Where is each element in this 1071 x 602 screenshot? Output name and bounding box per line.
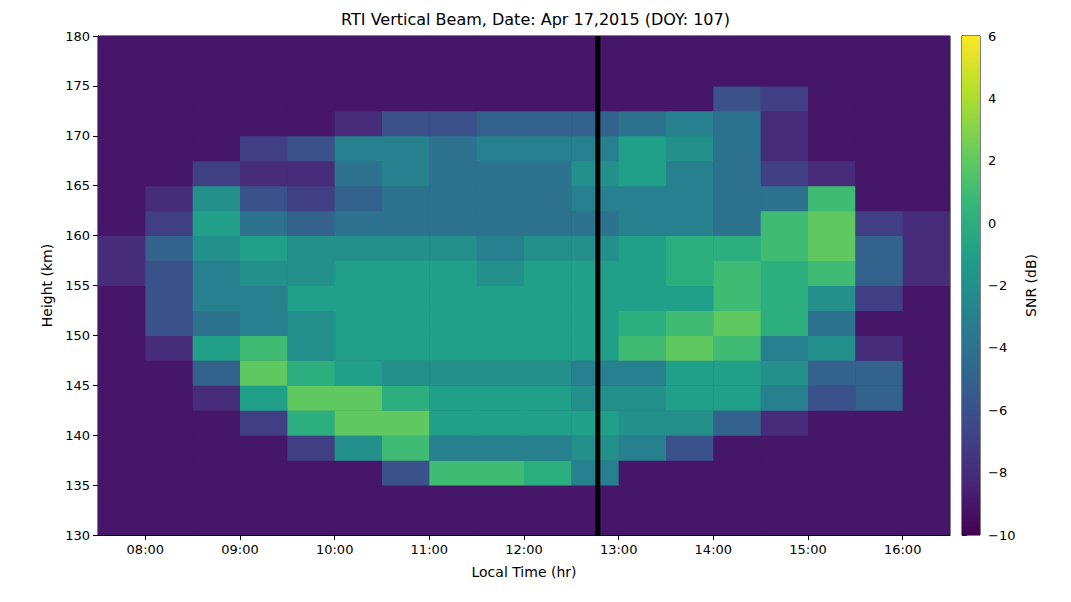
svg-text:150: 150 [65,328,90,343]
svg-text:16:00: 16:00 [884,542,921,557]
svg-text:−6: −6 [988,403,1007,418]
svg-text:165: 165 [65,178,90,193]
svg-text:Height (km): Height (km) [39,244,55,327]
svg-text:135: 135 [65,478,90,493]
svg-text:6: 6 [988,29,996,44]
svg-text:140: 140 [65,428,90,443]
svg-text:180: 180 [65,29,90,44]
svg-text:170: 170 [65,128,90,143]
svg-text:11:00: 11:00 [411,542,448,557]
svg-text:155: 155 [65,278,90,293]
svg-text:10:00: 10:00 [316,542,353,557]
svg-text:SNR (dB): SNR (dB) [1023,254,1039,317]
svg-text:09:00: 09:00 [221,542,258,557]
svg-text:0: 0 [988,216,996,231]
svg-text:175: 175 [65,78,90,93]
svg-text:4: 4 [988,91,996,106]
svg-text:15:00: 15:00 [789,542,826,557]
svg-text:08:00: 08:00 [127,542,164,557]
svg-text:−8: −8 [988,465,1007,480]
svg-text:145: 145 [65,378,90,393]
svg-text:12:00: 12:00 [505,542,542,557]
svg-text:14:00: 14:00 [695,542,732,557]
svg-text:160: 160 [65,228,90,243]
svg-text:−10: −10 [988,528,1015,543]
svg-text:Local Time (hr): Local Time (hr) [472,564,577,580]
svg-text:2: 2 [988,153,996,168]
svg-text:13:00: 13:00 [600,542,637,557]
svg-text:−4: −4 [988,340,1007,355]
svg-text:−2: −2 [988,278,1007,293]
svg-text:RTI Vertical Beam, Date: Apr 1: RTI Vertical Beam, Date: Apr 17,2015 (DO… [341,10,730,29]
svg-text:130: 130 [65,528,90,543]
